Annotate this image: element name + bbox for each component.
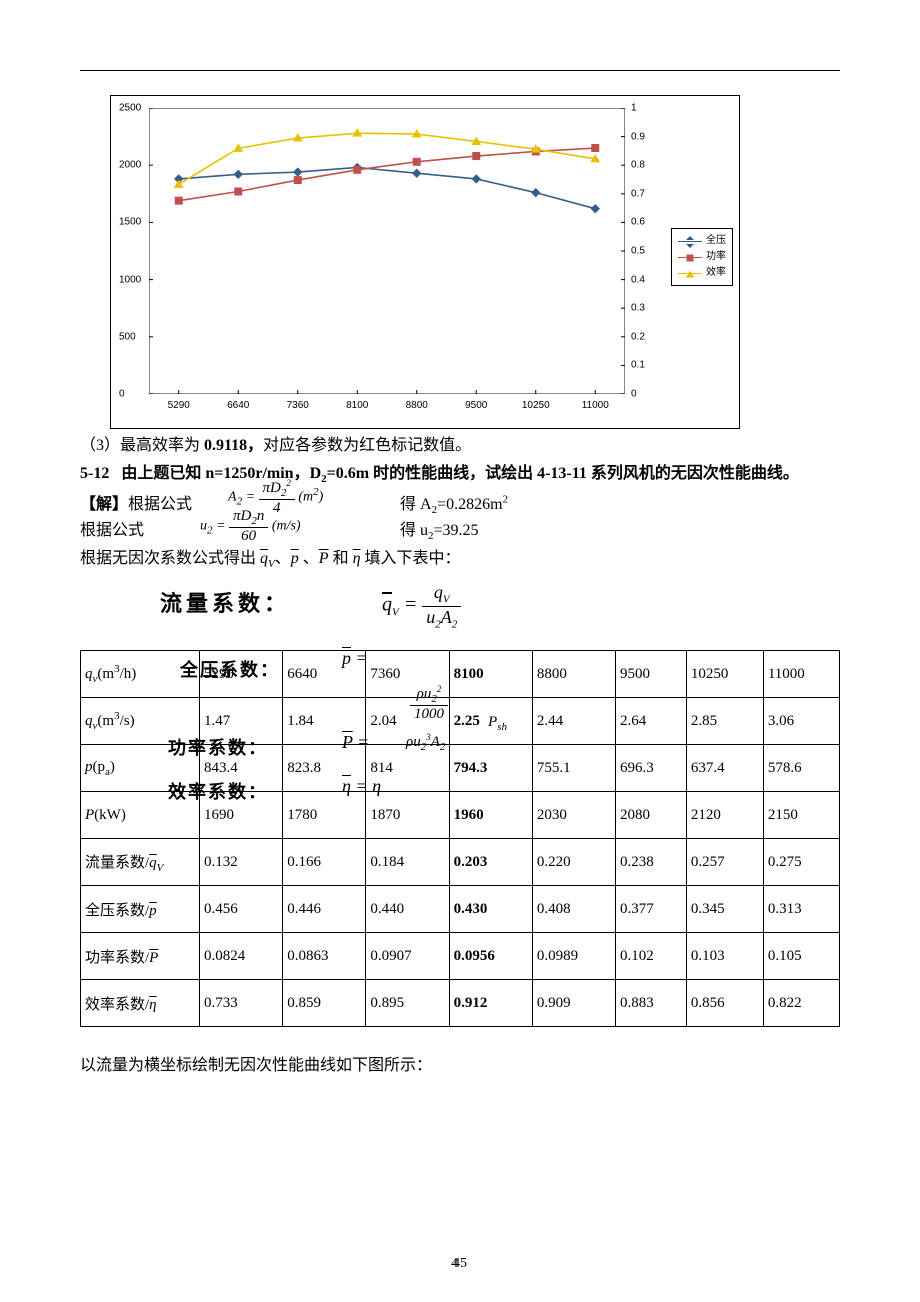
table-cell: 0.912 bbox=[449, 980, 532, 1027]
table-cell: 0.733 bbox=[200, 980, 283, 1027]
table-cell: 0.132 bbox=[200, 839, 283, 886]
note3-tail: 对应各参数为红色标记数值。 bbox=[263, 437, 471, 454]
table-cell: 0.440 bbox=[366, 886, 449, 933]
table-cell: 0.220 bbox=[532, 839, 615, 886]
table-cell: 0.0824 bbox=[200, 933, 283, 980]
table-cell: 2080 bbox=[616, 792, 687, 839]
table-cell: 0.430 bbox=[449, 886, 532, 933]
table-cell: 578.6 bbox=[763, 745, 839, 792]
table-cell: 0.883 bbox=[616, 980, 687, 1027]
table-cell: 8800 bbox=[532, 651, 615, 698]
solution-block: 【解】根据公式 A2 = πD224 (m2) 得 A2=0.2826m2 根据… bbox=[80, 490, 840, 644]
table-cell: 794.3 bbox=[449, 745, 532, 792]
table-cell: 0.0989 bbox=[532, 933, 615, 980]
table-cell: 2.64 bbox=[616, 698, 687, 745]
table-cell: 0.345 bbox=[686, 886, 763, 933]
table-cell: 0.456 bbox=[200, 886, 283, 933]
sol-l2b: 得 u bbox=[400, 522, 428, 539]
note3-value: 0.9118， bbox=[204, 437, 263, 454]
sol-label: 【解】 bbox=[80, 496, 128, 513]
table-cell: 0.822 bbox=[763, 980, 839, 1027]
q-text-b: =0.6m 时的性能曲线，试绘出 4-13-11 系列风机的无因次性能曲线。 bbox=[327, 465, 799, 482]
table-cell: 2.85 bbox=[686, 698, 763, 745]
table-cell: 696.3 bbox=[616, 745, 687, 792]
table-cell: 0.105 bbox=[763, 933, 839, 980]
table-cell: 10250 bbox=[686, 651, 763, 698]
table-cell: 0.895 bbox=[366, 980, 449, 1027]
table-cell: 0.446 bbox=[283, 886, 366, 933]
table-cell: 3.06 bbox=[763, 698, 839, 745]
sol-l1c: =0.2826m bbox=[437, 496, 502, 513]
table-cell: 0.184 bbox=[366, 839, 449, 886]
sol-l1a: 根据公式 bbox=[128, 496, 192, 513]
sol-l2a: 根据公式 bbox=[80, 522, 144, 539]
sol-l1b: 得 A bbox=[400, 496, 432, 513]
note3-prefix: （3）最高效率为 bbox=[80, 437, 204, 454]
table-cell: 0.102 bbox=[616, 933, 687, 980]
power-coef-label: 功率系数： bbox=[168, 734, 268, 760]
row-header: 全压系数/p bbox=[81, 886, 200, 933]
flow-coef-label: 流量系数： bbox=[160, 586, 290, 618]
press-coef-label: 全压系数： bbox=[180, 656, 280, 682]
table-cell: 0.0956 bbox=[449, 933, 532, 980]
chart-svg bbox=[149, 108, 625, 394]
table-cell: 0.103 bbox=[686, 933, 763, 980]
table-cell: 9500 bbox=[616, 651, 687, 698]
table-cell: 755.1 bbox=[532, 745, 615, 792]
table-cell: 0.166 bbox=[283, 839, 366, 886]
q-number: 5-12 bbox=[80, 465, 109, 482]
page-number: 445 bbox=[453, 1256, 467, 1272]
table-cell: 2.44 bbox=[532, 698, 615, 745]
table-cell: 8100 bbox=[449, 651, 532, 698]
table-cell: 11000 bbox=[763, 651, 839, 698]
table-cell: 0.257 bbox=[686, 839, 763, 886]
sol-l3: 根据无因次系数公式得出 bbox=[80, 550, 256, 567]
table-cell: 0.0907 bbox=[366, 933, 449, 980]
row-header: 功率系数/P bbox=[81, 933, 200, 980]
problem-5-12: 5-12 由上题已知 n=1250r/min，D2=0.6m 时的性能曲线，试绘… bbox=[80, 463, 840, 490]
table-cell: 1870 bbox=[366, 792, 449, 839]
plot-area bbox=[149, 108, 625, 394]
sol-l3b: 填入下表中： bbox=[365, 550, 461, 567]
table-cell: 0.0863 bbox=[283, 933, 366, 980]
table-cell: 2150 bbox=[763, 792, 839, 839]
table-cell: 0.377 bbox=[616, 886, 687, 933]
eff-coef-label: 效率系数： bbox=[168, 778, 268, 804]
table-cell: 0.859 bbox=[283, 980, 366, 1027]
table-cell: 0.313 bbox=[763, 886, 839, 933]
row-header: 流量系数/qV bbox=[81, 839, 200, 886]
note-3: （3）最高效率为 0.9118，对应各参数为红色标记数值。 bbox=[80, 435, 840, 457]
row-header: 效率系数/η bbox=[81, 980, 200, 1027]
footer-text: 以流量为横坐标绘制无因次性能曲线如下图所示： bbox=[80, 1055, 840, 1077]
table-cell: 0.909 bbox=[532, 980, 615, 1027]
table-cell: 0.408 bbox=[532, 886, 615, 933]
table-cell: 637.4 bbox=[686, 745, 763, 792]
table-cell: 0.203 bbox=[449, 839, 532, 886]
table-cell: 0.238 bbox=[616, 839, 687, 886]
sol-l2c: =39.25 bbox=[434, 522, 479, 539]
chart-legend: 全压功率效率 bbox=[671, 228, 733, 286]
table-cell: 1780 bbox=[283, 792, 366, 839]
data-table: qv(m3/h)52906640736081008800950010250110… bbox=[80, 650, 840, 1027]
top-rule bbox=[80, 70, 840, 71]
data-table-wrap: qv(m3/h)52906640736081008800950010250110… bbox=[80, 650, 840, 1027]
performance-chart: 05001000150020002500 00.10.20.30.40.50.6… bbox=[110, 95, 740, 429]
table-cell: 2030 bbox=[532, 792, 615, 839]
table-cell: 2120 bbox=[686, 792, 763, 839]
table-cell: 0.856 bbox=[686, 980, 763, 1027]
table-cell: 1960 bbox=[449, 792, 532, 839]
table-cell: 0.275 bbox=[763, 839, 839, 886]
